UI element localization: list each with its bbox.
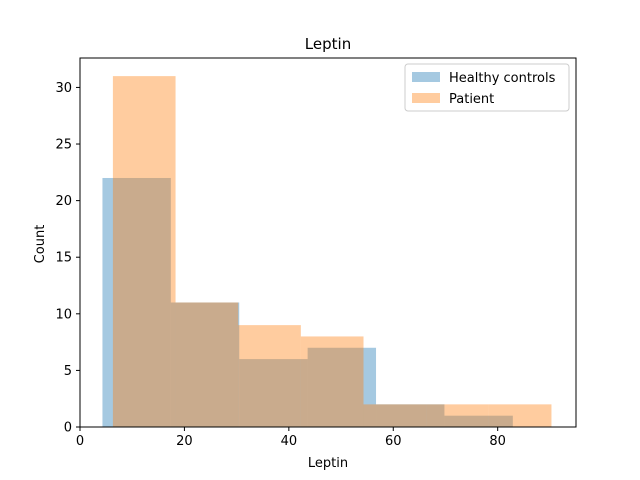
bars-layer [102, 76, 552, 428]
bar-series0-bin1 [170, 302, 240, 427]
legend-swatch-0 [412, 72, 440, 82]
bar-series0-bin3 [307, 347, 377, 427]
bar-series1-bin5 [426, 404, 489, 427]
bar-series1-bin3 [300, 336, 364, 427]
bar-series0-bin2 [239, 359, 308, 427]
x-tick-label: 20 [176, 434, 193, 449]
x-tick-label: 80 [489, 434, 506, 449]
axes-frame [79, 57, 577, 428]
y-tick-label: 15 [55, 251, 72, 266]
bar-series1-bin4 [363, 404, 427, 427]
legend-label-1: Patient [449, 92, 494, 107]
legend: Healthy controls Patient [404, 63, 570, 112]
y-tick-label: 25 [55, 138, 72, 153]
x-tick-label: 40 [281, 434, 298, 449]
x-axis-ticks: 0 20 40 60 80 [76, 427, 506, 449]
y-tick-label: 30 [55, 81, 72, 96]
y-tick-label: 20 [55, 194, 72, 209]
bar-series1-bin2 [238, 325, 301, 427]
chart-title: Leptin [305, 35, 351, 53]
bar-series0-bin0 [102, 177, 171, 427]
legend-label-0: Healthy controls [449, 71, 556, 86]
bar-series1-bin0 [112, 76, 176, 428]
x-tick-label: 60 [385, 434, 402, 449]
y-tick-label: 10 [55, 307, 72, 322]
x-axis-label: Leptin [308, 456, 348, 471]
legend-swatch-1 [412, 93, 440, 103]
bar-series1-bin6 [488, 404, 552, 427]
bar-series0-bin5 [444, 415, 513, 427]
y-axis-label: Count [33, 225, 48, 264]
x-tick-label: 0 [76, 434, 84, 449]
y-tick-label: 5 [64, 364, 72, 379]
y-tick-label: 0 [64, 421, 72, 436]
bar-series0-bin4 [376, 404, 445, 427]
y-axis-ticks: 0 5 10 15 20 25 30 [55, 81, 80, 436]
bar-series1-bin1 [175, 302, 239, 427]
legend-box [404, 63, 570, 112]
